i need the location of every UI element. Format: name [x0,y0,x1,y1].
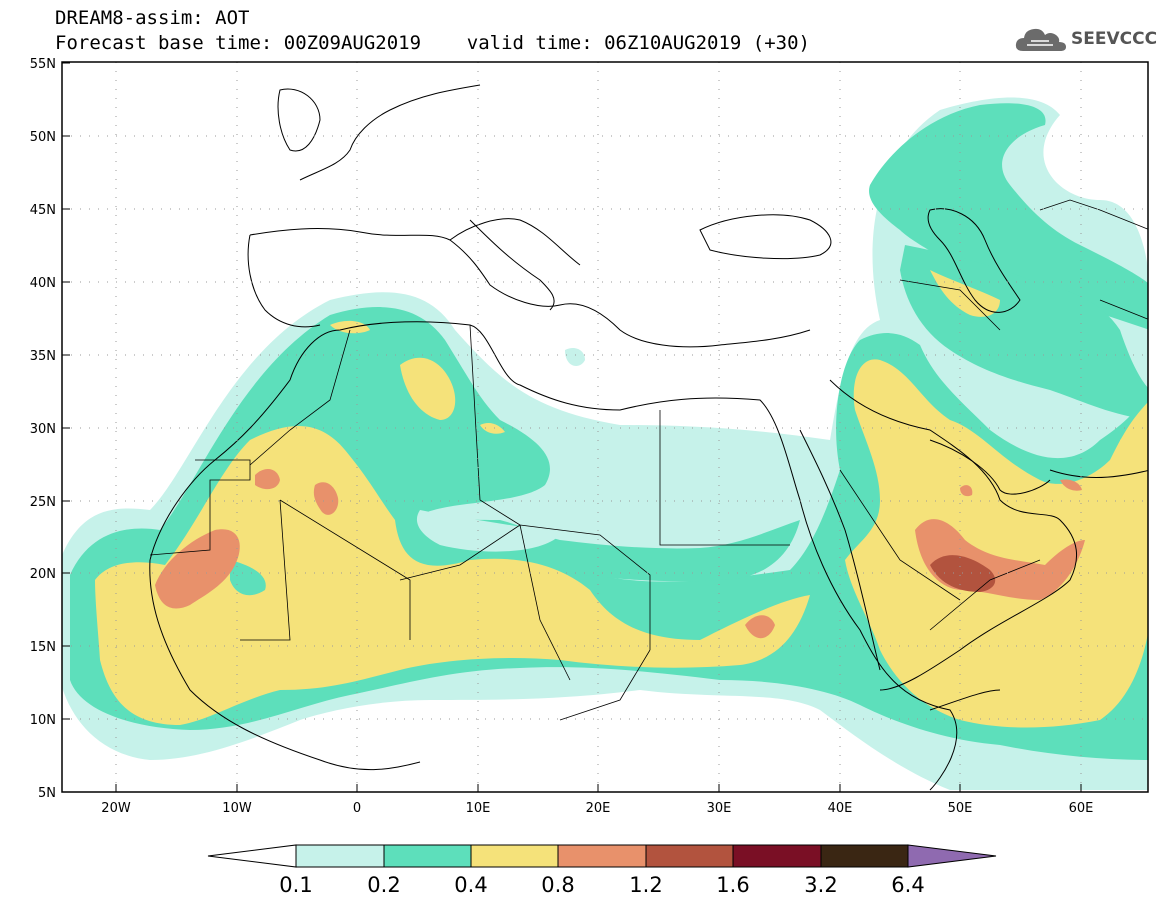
lat-label: 25N [30,495,56,510]
lat-label: 10N [30,713,56,728]
colorbar-label: 3.2 [804,873,837,897]
coastlines [149,84,1148,791]
map-frame [61,61,1149,793]
colorbar-label: 6.4 [891,873,924,897]
lon-label: 30E [707,801,732,816]
lon-label: 20W [101,801,131,816]
colorbar-bin [732,844,822,868]
colorbar-labels: 0.1 0.2 0.4 0.8 1.2 1.6 3.2 6.4 [279,873,924,897]
lon-label: 10W [222,801,252,816]
colorbar-label: 0.2 [367,873,400,897]
colorbar-bin [557,844,647,868]
logo-text: SEEVCCC [1071,29,1158,49]
aot-level-1.2 [930,555,996,592]
lat-label: 30N [30,422,56,437]
longitude-labels: 20W 10W 0 10E 20E 30E 40E 50E 60E [101,801,1093,816]
colorbar-bin [383,844,472,868]
cloud-icon [1015,28,1066,51]
color-bar [207,844,997,868]
lon-label: 60E [1069,801,1094,816]
lat-label: 15N [30,640,56,655]
colorbar-label: 0.4 [454,873,487,897]
colorbar-label: 1.2 [629,873,662,897]
lon-label: 0 [353,801,361,816]
aot-level-0.4 [95,270,1148,728]
lat-label: 50N [30,130,56,145]
lat-label: 5N [38,786,56,801]
colorbar-label: 1.6 [716,873,749,897]
graticule [62,62,1148,792]
axis-ticks [62,62,1082,792]
seevccc-logo: SEEVCCC [1015,24,1157,54]
country-borders [149,199,1148,721]
lon-label: 20E [586,801,611,816]
colorbar-bin [295,844,385,868]
lat-label: 20N [30,567,56,582]
lat-label: 55N [30,57,56,72]
lat-label: 45N [30,203,56,218]
colorbar-label: 0.1 [279,873,312,897]
colorbar-bin [820,844,909,868]
lon-label: 40E [828,801,853,816]
aot-field [62,62,1148,792]
colorbar-bin [470,844,559,868]
lon-label: 50E [948,801,973,816]
colorbar-bin [645,844,734,868]
lat-label: 40N [30,276,56,291]
colorbar-label: 0.8 [541,873,574,897]
colorbar-overflow [907,844,997,868]
colorbar-underflow [207,844,297,868]
forecast-time-line: Forecast base time: 00Z09AUG2019 valid t… [55,32,810,54]
lat-label: 35N [30,349,56,364]
map-title: DREAM8-assim: AOT [55,7,250,29]
aot-holes [416,348,1060,552]
lon-label: 10E [466,801,491,816]
latitude-labels: 55N 50N 45N 40N 35N 30N 25N 20N 15N 10N … [30,57,56,801]
